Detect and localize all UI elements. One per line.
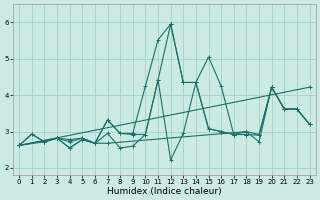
X-axis label: Humidex (Indice chaleur): Humidex (Indice chaleur) <box>107 187 222 196</box>
